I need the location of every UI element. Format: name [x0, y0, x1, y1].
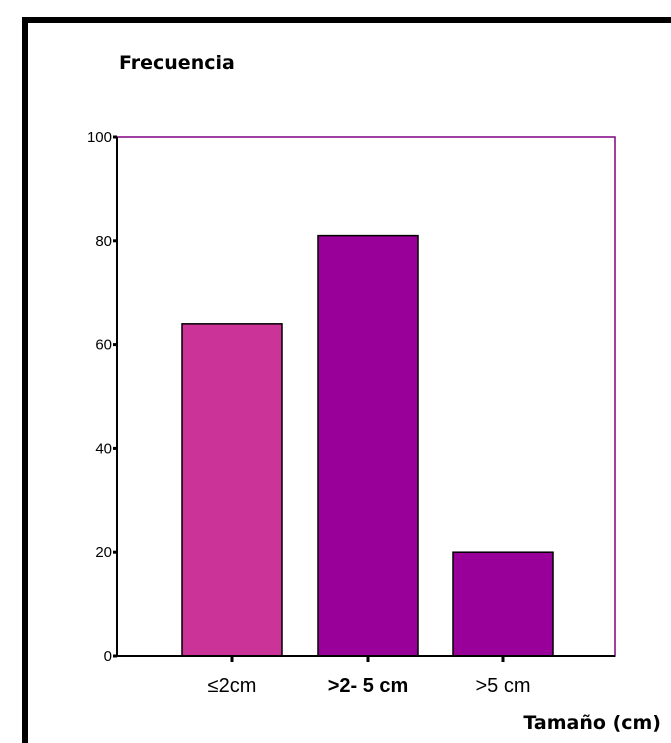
x-axis-label: Tamaño (cm) [523, 712, 661, 734]
y-tick-label: 40 [95, 440, 112, 457]
bar-3 [452, 551, 554, 657]
y-tick-label: 80 [95, 233, 112, 250]
y-tick-label: 100 [87, 129, 112, 146]
bar-2 [317, 234, 419, 657]
x-tick-label: ≤2cm [208, 675, 257, 697]
y-ticks: 0 20 40 60 80 100 [87, 129, 117, 665]
x-tick-label: >5 cm [475, 675, 530, 697]
x-tick-label: >2- 5 cm [328, 675, 409, 697]
y-tick-label: 60 [95, 337, 112, 354]
y-axis-label: Frecuencia [119, 52, 235, 74]
x-ticks: ≤2cm >2- 5 cm >5 cm [208, 656, 531, 697]
y-tick-label: 0 [104, 648, 112, 665]
y-tick-label: 20 [95, 544, 112, 561]
bar-1 [181, 323, 283, 657]
bars [181, 234, 554, 657]
axes [116, 137, 615, 657]
